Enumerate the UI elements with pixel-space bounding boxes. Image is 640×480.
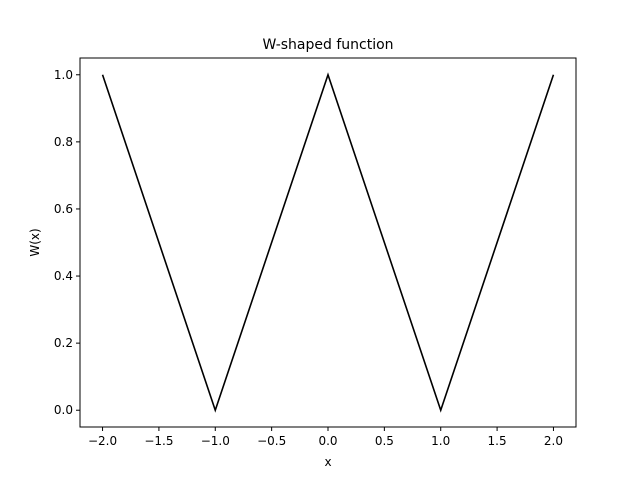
chart-title: W-shaped function — [262, 37, 393, 53]
y-tick-label: 1.0 — [54, 68, 73, 82]
x-tick-label: −0.5 — [257, 434, 286, 448]
x-tick-label: 1.0 — [431, 434, 450, 448]
x-tick-label: −1.0 — [201, 434, 230, 448]
plot-area: −2.0 −1.5 −1.0 −0.5 0.0 0.5 1.0 1.5 2.0 0.0 0.2 0.4… — [54, 57, 577, 448]
y-tick-label: 0.2 — [54, 336, 73, 350]
y-tick-label: 0.0 — [54, 403, 73, 417]
y-tick-label: 0.4 — [54, 269, 73, 283]
x-axis-label: x — [324, 455, 331, 469]
x-tick-label: 1.5 — [488, 434, 507, 448]
x-tick-label: 0.0 — [318, 434, 337, 448]
series-line-0 — [101, 72, 555, 413]
y-tick-label: 0.6 — [54, 202, 73, 216]
x-tick-label: −2.0 — [88, 434, 117, 448]
x-tick-label: 2.0 — [544, 434, 563, 448]
y-tick-label: 0.8 — [54, 135, 73, 149]
x-tick-label: 0.5 — [375, 434, 394, 448]
y-axis-label: W(x) — [28, 228, 42, 256]
x-tick-label: −1.5 — [144, 434, 173, 448]
